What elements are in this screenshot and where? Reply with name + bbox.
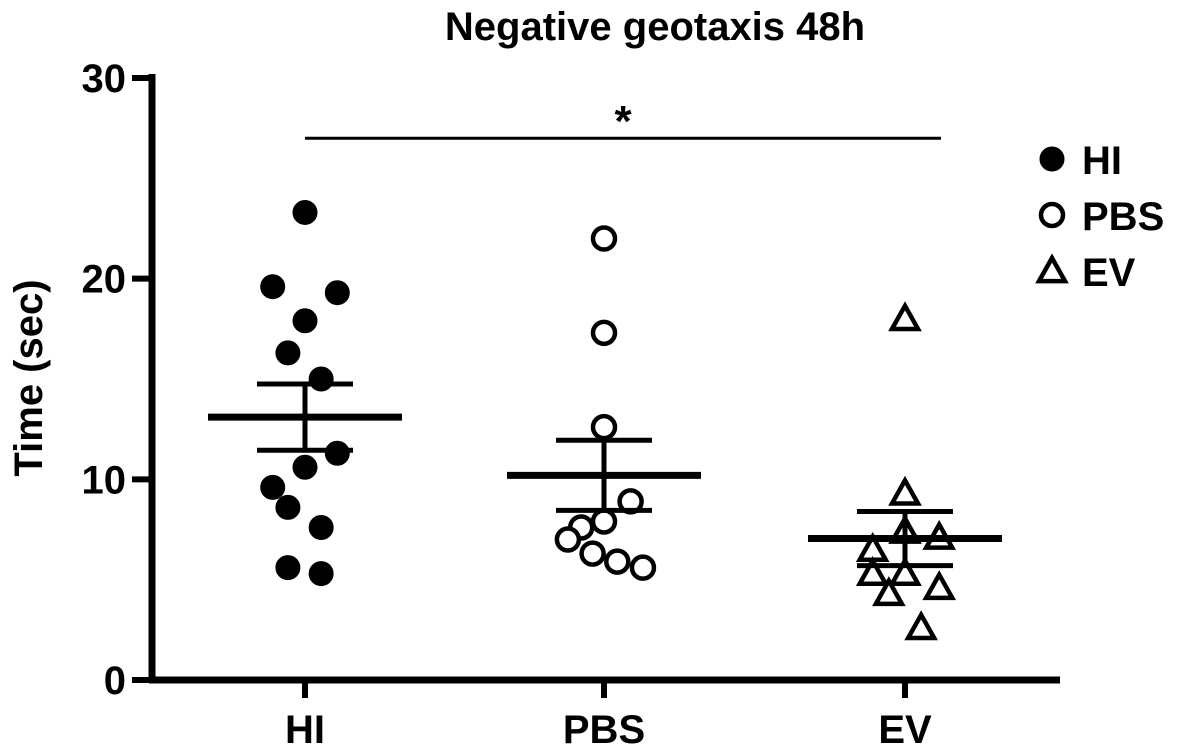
data-point bbox=[888, 475, 922, 506]
data-point bbox=[292, 308, 318, 334]
y-tick-label: 30 bbox=[82, 57, 127, 101]
data-point bbox=[308, 561, 334, 587]
data-point bbox=[629, 554, 657, 581]
data-point bbox=[904, 610, 938, 641]
data-point bbox=[308, 366, 334, 392]
data-point bbox=[292, 454, 318, 480]
data-point bbox=[855, 556, 890, 587]
data-point bbox=[590, 225, 618, 252]
data-point bbox=[275, 555, 301, 581]
data-point bbox=[292, 199, 318, 225]
data-point bbox=[590, 508, 618, 535]
significance-label: * bbox=[614, 97, 632, 146]
legend-label: EV bbox=[1082, 251, 1136, 295]
data-point bbox=[275, 494, 301, 520]
x-tick-label: EV bbox=[878, 708, 932, 752]
x-tick-label: PBS bbox=[563, 708, 645, 752]
data-point bbox=[872, 576, 906, 607]
plot-area: 0 10 20 30 HI PBS EV * bbox=[82, 57, 1060, 752]
legend-marker bbox=[1039, 146, 1065, 172]
legend-label: PBS bbox=[1082, 195, 1164, 239]
data-point bbox=[324, 440, 350, 466]
legend: HI PBS EV bbox=[1035, 139, 1164, 295]
data-point bbox=[324, 280, 350, 306]
y-tick-label: 10 bbox=[82, 458, 127, 502]
data-point bbox=[579, 540, 606, 567]
data-point bbox=[888, 556, 922, 587]
data-point bbox=[260, 474, 286, 500]
data-point bbox=[590, 413, 618, 441]
data-point bbox=[922, 570, 957, 601]
x-tick-label: HI bbox=[285, 708, 325, 752]
data-point bbox=[590, 319, 618, 347]
y-tick-label: 0 bbox=[104, 659, 126, 703]
data-point bbox=[554, 526, 582, 553]
legend-entry: PBS bbox=[1038, 195, 1164, 239]
legend-label: HI bbox=[1082, 139, 1122, 183]
data-point bbox=[308, 514, 334, 540]
data-point bbox=[888, 301, 922, 332]
y-axis-label: Time (sec) bbox=[7, 279, 51, 476]
y-tick-label: 20 bbox=[82, 258, 127, 302]
data-point bbox=[275, 340, 301, 366]
legend-marker bbox=[1035, 253, 1069, 284]
data-point bbox=[260, 274, 286, 300]
legend-marker bbox=[1038, 201, 1066, 229]
legend-entry: HI bbox=[1039, 139, 1122, 183]
chart-title: Negative geotaxis 48h bbox=[445, 5, 865, 49]
data-point bbox=[604, 548, 631, 575]
legend-entry: EV bbox=[1035, 251, 1136, 295]
